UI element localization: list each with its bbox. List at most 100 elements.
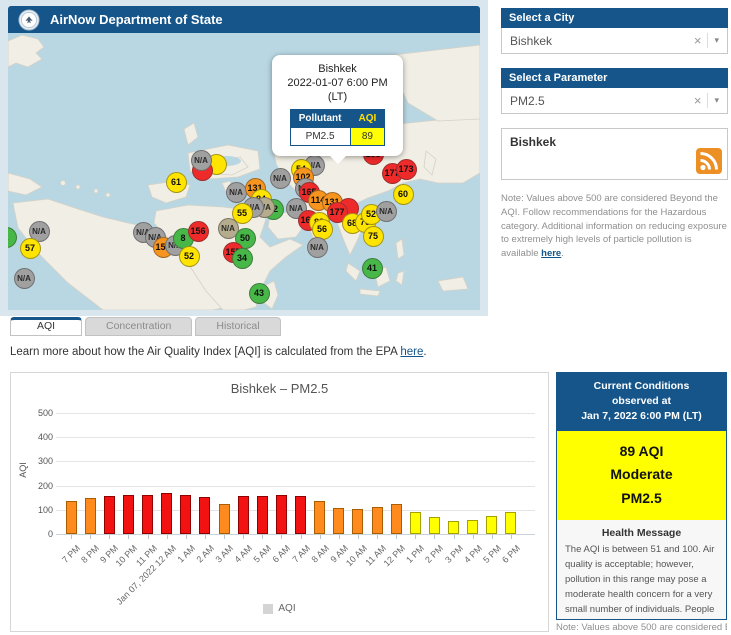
- city-select[interactable]: Bishkek × ▾: [501, 28, 728, 54]
- map-marker[interactable]: 43: [248, 282, 270, 304]
- chart-bar[interactable]: [161, 493, 173, 534]
- map-marker[interactable]: 60: [392, 183, 414, 205]
- chart-bar[interactable]: [428, 517, 440, 534]
- note-link[interactable]: here: [541, 248, 562, 260]
- chart-bar[interactable]: [467, 519, 479, 534]
- map-marker[interactable]: N/A: [28, 220, 50, 242]
- gridline: [56, 485, 535, 487]
- x-tick: [166, 535, 168, 539]
- x-tick: [396, 535, 398, 539]
- popup-city: Bishkek: [318, 63, 357, 75]
- map-marker[interactable]: 52: [178, 245, 200, 267]
- map-marker[interactable]: 57: [19, 237, 41, 259]
- chart-bar[interactable]: [237, 496, 249, 534]
- current-conditions-panel: Current Conditions observed at Jan 7, 20…: [556, 372, 727, 620]
- tab-concentration[interactable]: Concentration: [85, 317, 193, 336]
- map-marker[interactable]: N/A: [190, 149, 212, 171]
- chart-bar[interactable]: [256, 496, 268, 534]
- chart-bar[interactable]: [448, 520, 460, 534]
- map-marker[interactable]: 173: [395, 158, 417, 180]
- chart-bar[interactable]: [84, 498, 96, 534]
- tab-bar: AQI Concentration Historical: [10, 317, 284, 336]
- map-marker[interactable]: N/A: [13, 267, 35, 289]
- sidebar-note: Note: Values above 500 are considered Be…: [501, 192, 728, 261]
- current-conditions-header: Current Conditions observed at Jan 7, 20…: [557, 373, 726, 431]
- feed-box[interactable]: Bishkek: [501, 128, 728, 180]
- gridline: [56, 413, 535, 414]
- chart-bar[interactable]: [486, 515, 498, 534]
- chart-bar[interactable]: [199, 497, 211, 534]
- chart-bar[interactable]: [505, 512, 517, 534]
- clear-icon[interactable]: ×: [693, 33, 702, 48]
- chart-bar[interactable]: [295, 496, 307, 534]
- epa-link[interactable]: here: [400, 346, 424, 358]
- chevron-down-icon[interactable]: ▾: [714, 35, 719, 45]
- learn-more-text: Learn more about how the Air Quality Ind…: [10, 346, 427, 358]
- cc-title: Current Conditions: [593, 380, 690, 392]
- gridline: [56, 461, 535, 463]
- x-tick: [109, 535, 111, 539]
- x-tick: [300, 535, 302, 539]
- chart-bar[interactable]: [122, 494, 134, 534]
- map-marker[interactable]: 177: [326, 201, 348, 223]
- legend-swatch: [263, 603, 274, 614]
- chart-bar[interactable]: [103, 495, 115, 534]
- health-message-block: Health Message The AQI is between 51 and…: [557, 520, 726, 619]
- chart-panel: Bishkek – PM2.5 AQI 0 100 200 300 400 500 7 PM…: [10, 372, 549, 632]
- tab-historical[interactable]: Historical: [195, 317, 281, 336]
- chart-bar[interactable]: [371, 506, 383, 534]
- map-marker[interactable]: N/A: [375, 200, 397, 222]
- chart-bar[interactable]: [352, 508, 364, 534]
- world-map[interactable]: 2N/A57N/AN/AN/A151N/A81565261N/AN/A13184…: [8, 33, 480, 310]
- chart-bar[interactable]: [142, 494, 154, 534]
- map-marker[interactable]: 156: [187, 220, 209, 242]
- cc-note-partial: Note: Values above 500 are considered Be…: [556, 622, 727, 633]
- map-marker[interactable]: 75: [362, 225, 384, 247]
- gridline: [56, 534, 535, 535]
- x-tick: [185, 535, 187, 539]
- popup-datetime: 2022-01-07 6:00 PM: [287, 76, 388, 89]
- parameter-select-block: Select a Parameter PM2.5 × ▾: [501, 68, 728, 114]
- x-tick: [319, 535, 321, 539]
- learn-more-after: .: [423, 346, 427, 358]
- clear-icon[interactable]: ×: [693, 93, 702, 108]
- chart-bar[interactable]: [390, 504, 402, 534]
- popup-pollutant-header: Pollutant: [289, 109, 351, 129]
- x-tick: [415, 535, 417, 539]
- map-marker[interactable]: N/A: [225, 181, 247, 203]
- map-marker[interactable]: 55: [231, 202, 253, 224]
- map-marker[interactable]: N/A: [306, 236, 328, 258]
- health-message-title: Health Message: [601, 527, 682, 540]
- rss-icon[interactable]: [696, 148, 722, 174]
- x-tick: [377, 535, 379, 539]
- chart-bar[interactable]: [218, 504, 230, 534]
- chart-bar[interactable]: [275, 495, 287, 534]
- city-select-block: Select a City Bishkek × ▾: [501, 8, 728, 54]
- map-marker[interactable]: N/A: [217, 217, 239, 239]
- parameter-select-header: Select a Parameter: [501, 68, 728, 88]
- chart-bar[interactable]: [333, 508, 345, 534]
- city-select-header: Select a City: [501, 8, 728, 28]
- map-section: AirNow Department of State: [0, 0, 488, 316]
- note-before: Note: Values above 500 are considered Be…: [501, 193, 727, 260]
- map-marker[interactable]: 41: [361, 257, 383, 279]
- popup-pollutant-value: PM2.5: [289, 127, 351, 147]
- current-aqi-block: 89 AQI Moderate PM2.5: [557, 430, 726, 521]
- chart-bar[interactable]: [180, 495, 192, 534]
- legend-label: AQI: [278, 603, 296, 614]
- parameter-select[interactable]: PM2.5 × ▾: [501, 88, 728, 114]
- map-marker[interactable]: N/A: [269, 167, 291, 189]
- popup-aqi-header: AQI: [349, 109, 386, 129]
- chart-bar[interactable]: [65, 501, 77, 534]
- feed-box-text: Bishkek: [510, 135, 557, 149]
- cc-pollutant: PM2.5: [621, 490, 662, 507]
- chevron-down-icon[interactable]: ▾: [714, 95, 719, 105]
- popup-timezone: (LT): [327, 90, 348, 103]
- cc-aqi-category: Moderate: [610, 466, 673, 483]
- tab-aqi[interactable]: AQI: [10, 317, 82, 336]
- chart-bar[interactable]: [409, 511, 421, 534]
- map-marker[interactable]: 61: [165, 171, 187, 193]
- chart-bar[interactable]: [314, 501, 326, 534]
- map-marker[interactable]: 34: [231, 247, 253, 269]
